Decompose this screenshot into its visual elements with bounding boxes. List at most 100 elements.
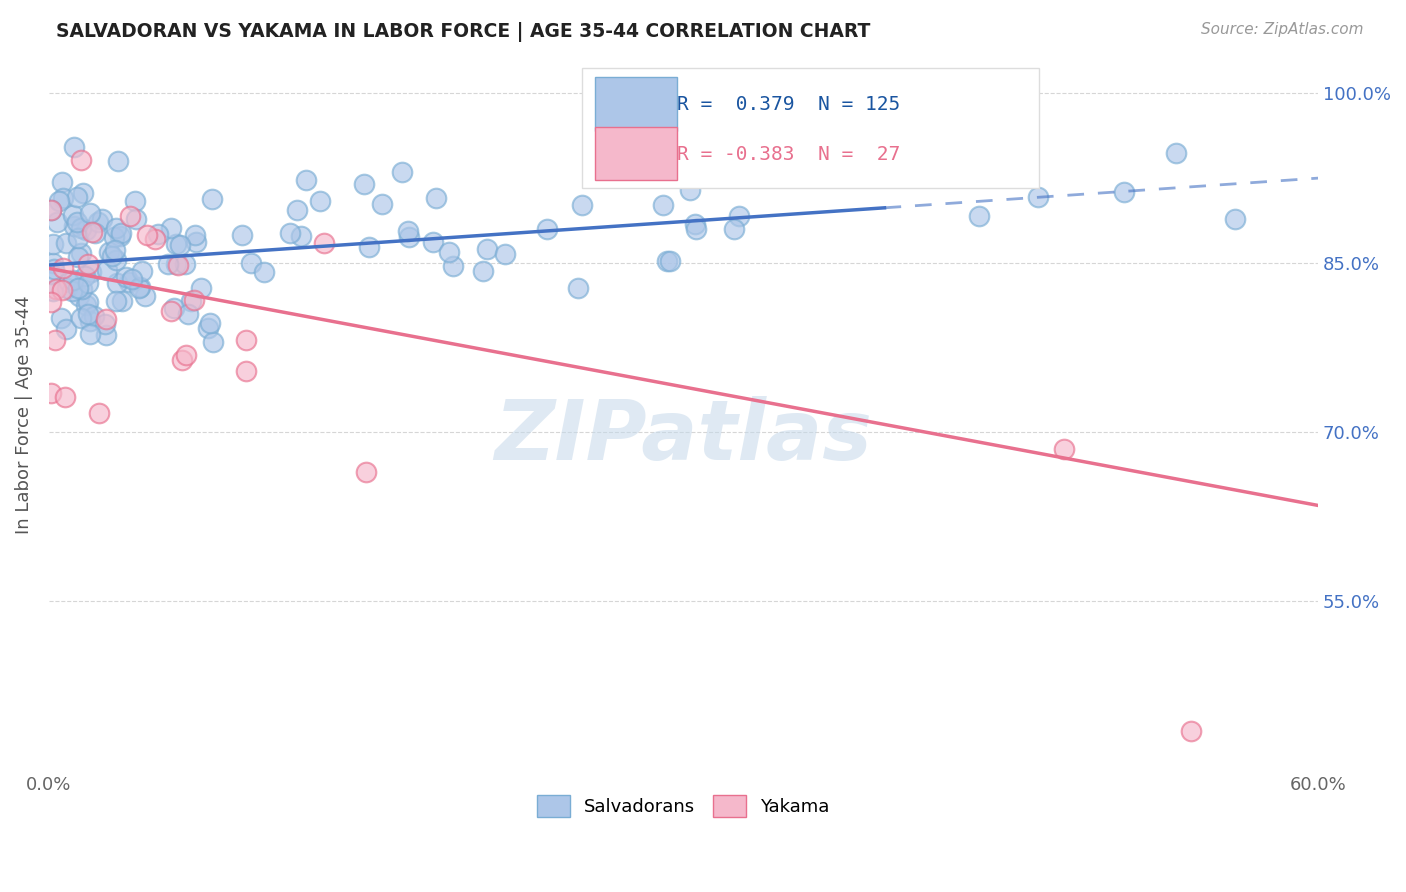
- Point: [110, 226, 132, 240]
- Point: [41, 284, 63, 298]
- Point: [52, 260, 75, 275]
- Point: [1053, 442, 1076, 456]
- Point: [422, 235, 444, 249]
- Point: [79, 314, 101, 328]
- Point: [48, 194, 70, 209]
- Point: [66, 281, 89, 295]
- Point: [66, 190, 89, 204]
- Point: [66, 250, 89, 264]
- Point: [439, 244, 461, 259]
- Point: [184, 235, 207, 249]
- Point: [494, 247, 516, 261]
- Point: [42, 237, 65, 252]
- Point: [391, 165, 413, 179]
- Point: [425, 191, 447, 205]
- Point: [160, 303, 183, 318]
- Point: [685, 222, 707, 236]
- Text: R =  0.379  N = 125: R = 0.379 N = 125: [678, 95, 900, 114]
- Point: [135, 228, 157, 243]
- Point: [69, 289, 91, 303]
- Point: [77, 307, 100, 321]
- Point: [156, 258, 179, 272]
- Point: [70, 311, 93, 326]
- Point: [398, 229, 420, 244]
- Point: [198, 316, 221, 330]
- Point: [201, 334, 224, 349]
- Point: [1225, 211, 1247, 226]
- Point: [170, 353, 193, 368]
- Point: [683, 218, 706, 232]
- Point: [163, 301, 186, 316]
- Point: [51, 175, 73, 189]
- Point: [96, 262, 118, 277]
- Point: [39, 386, 62, 401]
- Point: [294, 173, 316, 187]
- Point: [146, 227, 169, 241]
- Point: [94, 311, 117, 326]
- Point: [475, 242, 498, 256]
- Point: [285, 203, 308, 218]
- Point: [659, 254, 682, 268]
- Point: [253, 264, 276, 278]
- Point: [235, 364, 257, 378]
- Point: [105, 253, 128, 268]
- Point: [1180, 724, 1202, 739]
- Point: [72, 186, 94, 200]
- Point: [60, 284, 83, 298]
- Point: [200, 192, 222, 206]
- Point: [536, 222, 558, 236]
- Point: [121, 272, 143, 286]
- Point: [79, 206, 101, 220]
- Point: [634, 168, 657, 182]
- Point: [73, 269, 96, 284]
- Point: [1112, 185, 1135, 199]
- FancyBboxPatch shape: [582, 68, 1039, 187]
- Point: [231, 228, 253, 243]
- Point: [651, 198, 673, 212]
- Point: [118, 209, 141, 223]
- Point: [66, 215, 89, 229]
- Point: [688, 156, 710, 170]
- Point: [83, 226, 105, 240]
- Point: [679, 183, 702, 197]
- Point: [101, 249, 124, 263]
- Point: [70, 153, 93, 167]
- Point: [91, 212, 114, 227]
- Point: [75, 297, 97, 311]
- Point: [128, 281, 150, 295]
- Point: [657, 254, 679, 268]
- Point: [67, 231, 90, 245]
- Point: [166, 258, 188, 272]
- Point: [180, 293, 202, 308]
- Text: SALVADORAN VS YAKAMA IN LABOR FORCE | AGE 35-44 CORRELATION CHART: SALVADORAN VS YAKAMA IN LABOR FORCE | AG…: [56, 22, 870, 42]
- Point: [134, 289, 156, 303]
- Point: [727, 209, 749, 223]
- Point: [56, 281, 79, 295]
- Point: [129, 280, 152, 294]
- Point: [103, 229, 125, 244]
- Point: [125, 212, 148, 227]
- Point: [98, 244, 121, 259]
- Point: [176, 348, 198, 362]
- Point: [471, 264, 494, 278]
- Point: [353, 177, 375, 191]
- Point: [177, 307, 200, 321]
- Point: [77, 295, 100, 310]
- Point: [131, 263, 153, 277]
- Point: [143, 232, 166, 246]
- Point: [110, 229, 132, 244]
- Point: [165, 257, 187, 271]
- Point: [42, 256, 65, 270]
- Point: [239, 255, 262, 269]
- Point: [165, 236, 187, 251]
- Point: [183, 293, 205, 308]
- Point: [190, 280, 212, 294]
- Point: [62, 272, 84, 286]
- Point: [107, 154, 129, 169]
- Point: [235, 333, 257, 347]
- Point: [82, 225, 104, 239]
- Point: [197, 321, 219, 335]
- Point: [967, 210, 990, 224]
- Point: [69, 245, 91, 260]
- Point: [72, 282, 94, 296]
